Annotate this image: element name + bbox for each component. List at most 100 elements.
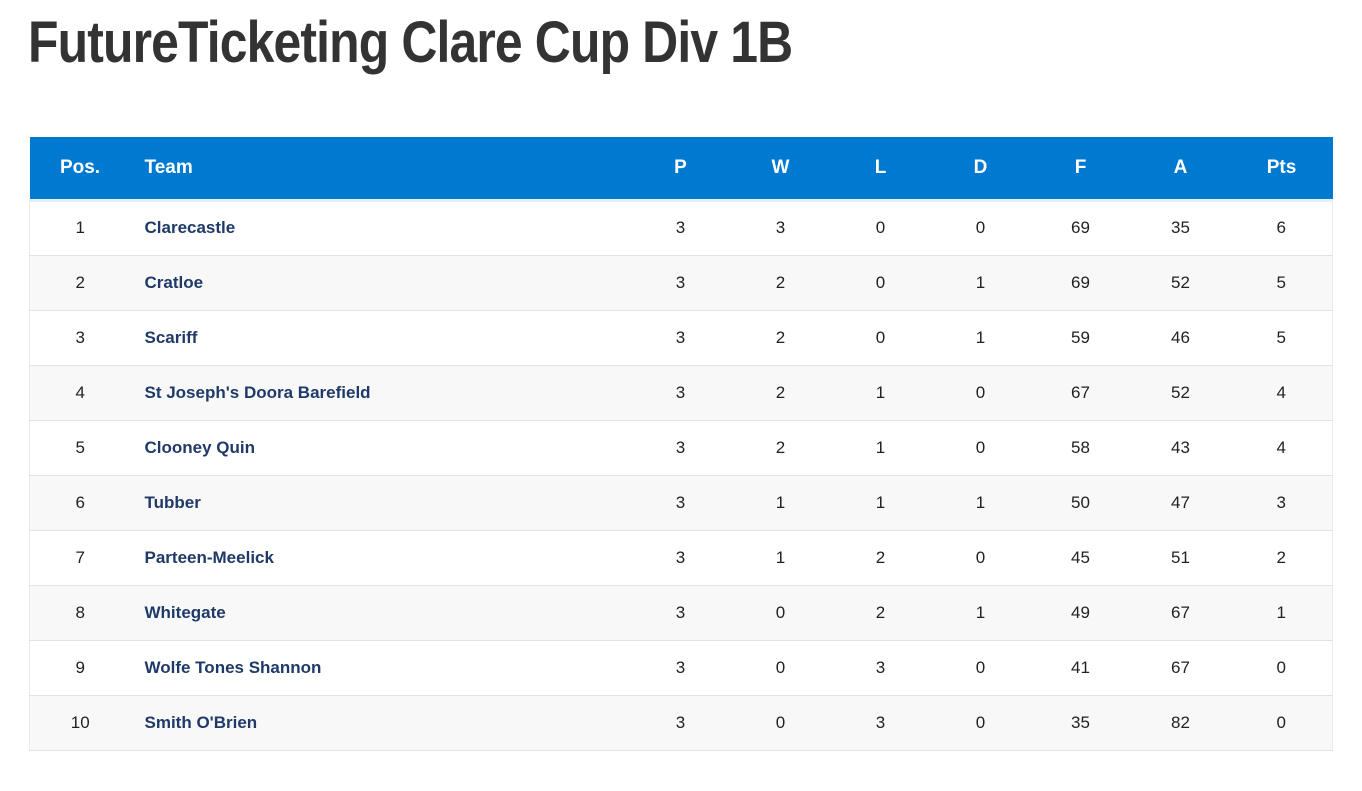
cell-played: 3: [630, 475, 731, 531]
header-played: P: [630, 137, 731, 202]
cell-drawn: 0: [930, 420, 1031, 476]
team-link[interactable]: Clarecastle: [130, 200, 631, 256]
cell-pos: 9: [29, 640, 131, 696]
table-row: 10 Smith O'Brien 3 0 3 0 35 82 0: [29, 695, 1333, 751]
header-pos: Pos.: [29, 137, 131, 202]
cell-pos: 5: [29, 420, 131, 476]
cell-for: 69: [1030, 255, 1131, 311]
cell-points: 4: [1230, 420, 1333, 476]
cell-won: 1: [730, 475, 831, 531]
cell-won: 2: [730, 420, 831, 476]
cell-points: 6: [1230, 200, 1333, 256]
cell-against: 46: [1130, 310, 1231, 366]
cell-pos: 8: [29, 585, 131, 641]
table-row: 6 Tubber 3 1 1 1 50 47 3: [29, 475, 1333, 531]
cell-drawn: 0: [930, 640, 1031, 696]
cell-played: 3: [630, 255, 731, 311]
table-row: 8 Whitegate 3 0 2 1 49 67 1: [29, 585, 1333, 641]
cell-for: 58: [1030, 420, 1131, 476]
cell-played: 3: [630, 530, 731, 586]
team-link[interactable]: Smith O'Brien: [130, 695, 631, 751]
cell-for: 69: [1030, 200, 1131, 256]
table-row: 4 St Joseph's Doora Barefield 3 2 1 0 67 52 4: [29, 365, 1333, 421]
page-title: FutureTicketing Clare Cup Div 1B: [28, 10, 793, 75]
cell-drawn: 1: [930, 255, 1031, 311]
cell-against: 51: [1130, 530, 1231, 586]
cell-drawn: 0: [930, 365, 1031, 421]
header-against: A: [1130, 137, 1231, 202]
cell-drawn: 0: [930, 695, 1031, 751]
cell-drawn: 0: [930, 200, 1031, 256]
cell-for: 59: [1030, 310, 1131, 366]
cell-lost: 0: [830, 310, 931, 366]
standings-table: Pos. Team P W L D F A Pts 1 Clarecastle 3 3…: [29, 137, 1333, 751]
team-link[interactable]: Parteen-Meelick: [130, 530, 631, 586]
cell-against: 67: [1130, 585, 1231, 641]
cell-against: 67: [1130, 640, 1231, 696]
cell-lost: 1: [830, 475, 931, 531]
cell-for: 41: [1030, 640, 1131, 696]
cell-for: 35: [1030, 695, 1131, 751]
table-body: 1 Clarecastle 3 3 0 0 69 35 6 2 Cratloe 3 2 0 1 69 52 5 3 S…: [29, 200, 1333, 751]
team-link[interactable]: Cratloe: [130, 255, 631, 311]
cell-points: 3: [1230, 475, 1333, 531]
cell-played: 3: [630, 420, 731, 476]
table-row: 3 Scariff 3 2 0 1 59 46 5: [29, 310, 1333, 366]
header-row: Pos. Team P W L D F A Pts: [29, 137, 1333, 202]
cell-points: 5: [1230, 255, 1333, 311]
cell-points: 2: [1230, 530, 1333, 586]
cell-lost: 2: [830, 530, 931, 586]
header-lost: L: [830, 137, 931, 202]
cell-drawn: 1: [930, 585, 1031, 641]
cell-against: 82: [1130, 695, 1231, 751]
cell-points: 0: [1230, 695, 1333, 751]
cell-against: 47: [1130, 475, 1231, 531]
cell-pos: 10: [29, 695, 131, 751]
cell-against: 52: [1130, 365, 1231, 421]
table-row: 5 Clooney Quin 3 2 1 0 58 43 4: [29, 420, 1333, 476]
header-points: Pts: [1230, 137, 1333, 202]
cell-against: 43: [1130, 420, 1231, 476]
cell-against: 35: [1130, 200, 1231, 256]
cell-won: 2: [730, 310, 831, 366]
cell-for: 49: [1030, 585, 1131, 641]
team-link[interactable]: Whitegate: [130, 585, 631, 641]
team-link[interactable]: St Joseph's Doora Barefield: [130, 365, 631, 421]
team-link[interactable]: Tubber: [130, 475, 631, 531]
cell-played: 3: [630, 640, 731, 696]
cell-played: 3: [630, 585, 731, 641]
table-row: 7 Parteen-Meelick 3 1 2 0 45 51 2: [29, 530, 1333, 586]
cell-lost: 3: [830, 695, 931, 751]
cell-won: 0: [730, 585, 831, 641]
cell-drawn: 1: [930, 310, 1031, 366]
cell-pos: 6: [29, 475, 131, 531]
team-link[interactable]: Wolfe Tones Shannon: [130, 640, 631, 696]
cell-lost: 2: [830, 585, 931, 641]
cell-for: 50: [1030, 475, 1131, 531]
cell-won: 2: [730, 365, 831, 421]
table-row: 9 Wolfe Tones Shannon 3 0 3 0 41 67 0: [29, 640, 1333, 696]
cell-drawn: 0: [930, 530, 1031, 586]
cell-lost: 1: [830, 420, 931, 476]
cell-won: 3: [730, 200, 831, 256]
cell-pos: 1: [29, 200, 131, 256]
cell-played: 3: [630, 310, 731, 366]
cell-against: 52: [1130, 255, 1231, 311]
cell-lost: 1: [830, 365, 931, 421]
cell-won: 0: [730, 640, 831, 696]
cell-for: 45: [1030, 530, 1131, 586]
cell-pos: 7: [29, 530, 131, 586]
cell-won: 2: [730, 255, 831, 311]
team-link[interactable]: Clooney Quin: [130, 420, 631, 476]
cell-lost: 0: [830, 255, 931, 311]
cell-pos: 4: [29, 365, 131, 421]
header-drawn: D: [930, 137, 1031, 202]
header-team: Team: [130, 137, 631, 202]
cell-played: 3: [630, 200, 731, 256]
cell-drawn: 1: [930, 475, 1031, 531]
cell-pos: 3: [29, 310, 131, 366]
cell-points: 5: [1230, 310, 1333, 366]
team-link[interactable]: Scariff: [130, 310, 631, 366]
header-won: W: [730, 137, 831, 202]
cell-won: 1: [730, 530, 831, 586]
